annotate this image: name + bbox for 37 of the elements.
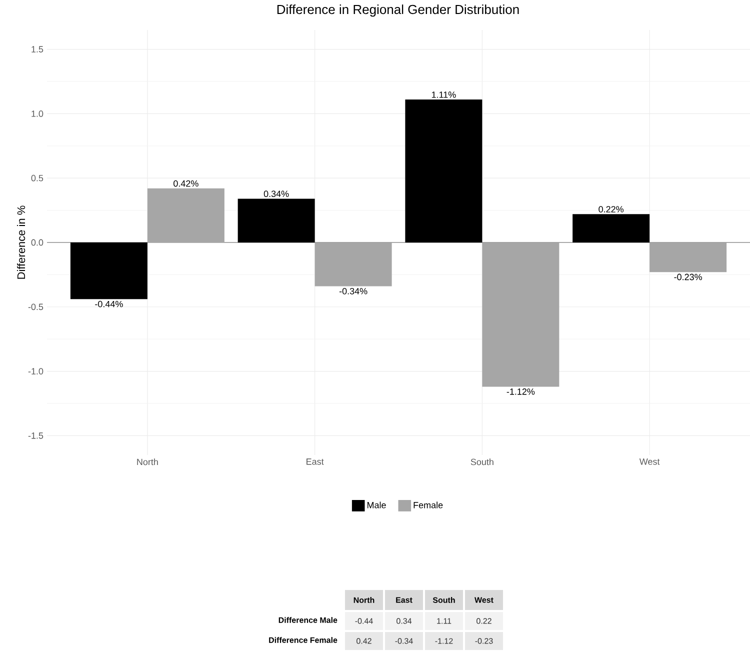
text: 0.34	[396, 618, 412, 624]
y-tick-label: 0.0	[31, 239, 44, 246]
text: 0.42	[356, 638, 372, 644]
data-label: 0.42%	[174, 180, 198, 187]
y-tick-label: -1.0	[28, 368, 44, 374]
text: -0.34	[395, 638, 413, 644]
text: Difference Female	[269, 637, 338, 643]
data-label: -0.23%	[674, 274, 702, 280]
text: -1.12	[435, 638, 453, 644]
x-tick-label: North	[137, 458, 158, 466]
y-tick-label: -1.5	[28, 432, 44, 439]
legend-label: Male	[367, 502, 386, 508]
data-label: 0.34%	[264, 190, 289, 198]
y-tick-label: 1.0	[32, 110, 44, 117]
x-tick-label: West	[639, 458, 660, 465]
text: -0.23	[475, 638, 493, 644]
data-label: -0.44%	[95, 300, 123, 308]
text: 0.22	[476, 618, 492, 624]
text: -0.44	[355, 618, 373, 624]
y-tick-label: -0.5	[28, 304, 44, 310]
data-label: -0.34%	[339, 288, 368, 294]
x-tick-label: South	[470, 458, 494, 466]
category-label: North	[354, 597, 374, 603]
legend-label: Female	[414, 502, 443, 508]
chart-title: Difference in Regional Gender Distribution	[277, 4, 519, 17]
data-label: 1.11%	[432, 92, 456, 98]
y-tick-label: 1.5	[32, 46, 44, 52]
y-axis-title: Difference in %	[17, 206, 26, 279]
text: Difference Male	[278, 617, 338, 623]
y-tick-label: 0.5	[31, 174, 44, 182]
data-label: -1.12%	[506, 388, 535, 395]
data-label: 0.22%	[598, 206, 624, 212]
category-label: South	[432, 597, 455, 603]
category-label: West	[474, 597, 494, 603]
text: 1.11	[437, 618, 452, 624]
x-tick-label: East	[306, 458, 324, 465]
category-label: East	[396, 597, 412, 603]
